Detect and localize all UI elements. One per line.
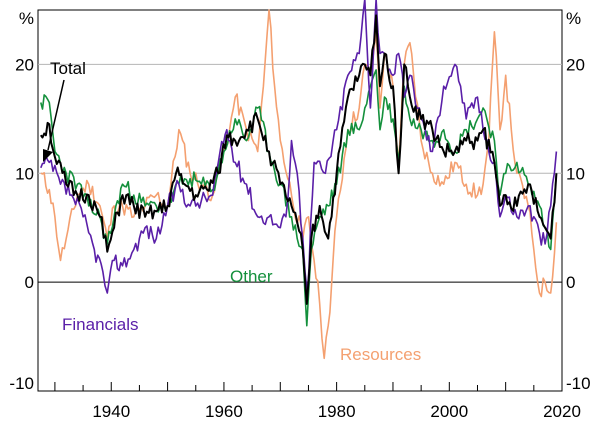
y-tick-label-left: 10 (15, 164, 34, 183)
series-line-financials (40, 0, 558, 294)
series-line-other (40, 69, 558, 327)
total-arrow-head (43, 149, 53, 162)
annotations: Total Other Financials Resources (43, 59, 421, 364)
series-line-total (39, 14, 558, 305)
y-unit-label-left: % (19, 9, 34, 28)
y-tick-label-right: 10 (566, 164, 585, 183)
x-tick-label: 1980 (318, 402, 356, 421)
series-lines (39, 0, 558, 360)
plot-frame (37, 9, 563, 392)
y-tick-label-left: 0 (25, 273, 34, 292)
x-tick-label: 2000 (430, 402, 468, 421)
x-tick-label: 2020 (543, 402, 581, 421)
y-tick-label-right: 0 (566, 273, 575, 292)
gridlines (38, 63, 562, 283)
y-tick-label-right: -10 (566, 374, 591, 393)
annotation-financials: Financials (62, 315, 139, 334)
y-unit-label-right: % (566, 9, 581, 28)
annotation-other: Other (230, 267, 273, 286)
y-tick-label-left: 20 (15, 55, 34, 74)
total-arrow-line (47, 79, 65, 151)
annotation-resources: Resources (340, 345, 421, 364)
x-tick-label: 1940 (92, 402, 130, 421)
y-tick-label-left: -10 (9, 374, 34, 393)
annotation-total: Total (50, 59, 86, 78)
y-tick-label-right: 20 (566, 55, 585, 74)
x-tick-label: 1960 (205, 402, 243, 421)
